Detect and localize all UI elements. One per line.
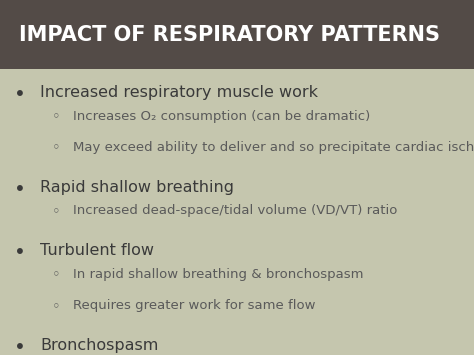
- Text: ◦: ◦: [52, 299, 61, 314]
- Bar: [0, 0, 474, 69]
- Text: Increases O₂ consumption (can be dramatic): Increases O₂ consumption (can be dramati…: [73, 110, 371, 122]
- Text: •: •: [14, 180, 26, 199]
- Text: •: •: [14, 85, 26, 104]
- Text: ◦: ◦: [52, 268, 61, 283]
- Text: ◦: ◦: [52, 110, 61, 125]
- Text: In rapid shallow breathing & bronchospasm: In rapid shallow breathing & bronchospas…: [73, 268, 364, 281]
- Text: •: •: [14, 243, 26, 262]
- Text: IMPACT OF RESPIRATORY PATTERNS: IMPACT OF RESPIRATORY PATTERNS: [19, 24, 440, 45]
- Text: Increased dead-space/tidal volume (VD/VT) ratio: Increased dead-space/tidal volume (VD/VT…: [73, 204, 398, 217]
- Text: •: •: [14, 338, 26, 355]
- Text: Increased respiratory muscle work: Increased respiratory muscle work: [40, 85, 318, 100]
- Text: Requires greater work for same flow: Requires greater work for same flow: [73, 299, 316, 312]
- Text: ◦: ◦: [52, 141, 61, 156]
- Text: Rapid shallow breathing: Rapid shallow breathing: [40, 180, 234, 195]
- Text: Bronchospasm: Bronchospasm: [40, 338, 159, 353]
- Text: May exceed ability to deliver and so precipitate cardiac ischaemia: May exceed ability to deliver and so pre…: [73, 141, 474, 154]
- Text: Turbulent flow: Turbulent flow: [40, 243, 155, 258]
- Text: ◦: ◦: [52, 204, 61, 219]
